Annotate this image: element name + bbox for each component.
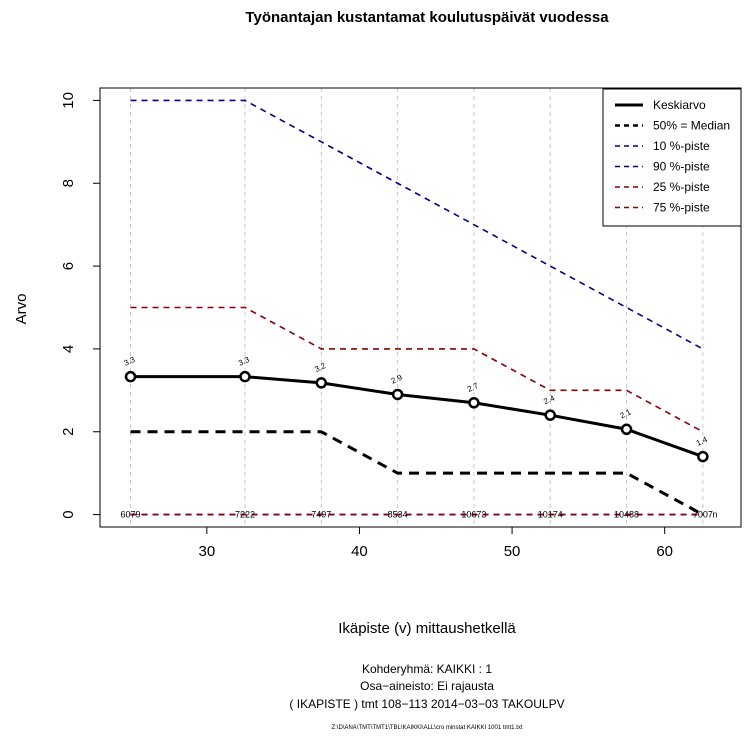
count-label-7: 7007 [693,510,713,520]
footer-line-3: ( IKAPISTE ) tmt 108−113 2014−03−03 TAKO… [289,697,564,711]
mean-point-7 [697,450,709,463]
series-line-3 [130,99,704,350]
mean-value-label-1: 3.3 [237,355,251,368]
mean-point-5 [544,409,556,421]
footer-line-1: Kohderyhmä: KAIKKI : 1 [362,662,492,676]
count-label-3: 8534 [388,510,408,520]
count-label-1: 7222 [235,510,255,520]
x-tick-label-0: 30 [198,543,215,560]
mean-value-label-6: 2.1 [619,407,633,420]
count-label-6: 10488 [614,510,639,520]
series-line-5 [130,306,704,433]
legend: Keskiarvo 50% = Median 10 %-piste 90 %-pist… [602,88,742,227]
x-tick-label-2: 50 [504,543,521,560]
legend-label-0: Keskiarvo [653,98,706,112]
footer-source-path: Z:\D\ANA\TMT\TMT1\TBL\KAIKKI\ALL\cro min… [331,725,522,731]
plot-frame [99,87,742,528]
series-line-1 [130,430,704,516]
series-layer [130,99,704,516]
mean-value-label-5: 2.4 [542,393,556,406]
count-suffix-label: n [712,510,717,520]
chart-title: Työnantajan kustantamat koulutuspäivät v… [245,9,609,26]
mean-value-label-0: 3.3 [123,355,137,368]
y-tick-label-3: 6 [60,262,77,270]
mean-point-1 [239,370,251,383]
mean-value-label-4: 2.7 [466,381,480,394]
mean-point-2 [315,377,328,389]
y-tick-label-1: 2 [60,428,77,436]
mean-value-label-2: 3.2 [313,361,327,374]
y-tick-label-5: 10 [60,92,77,109]
x-tick-label-1: 40 [351,543,368,560]
legend-label-2: 10 %-piste [653,139,710,153]
count-label-4: 10673 [461,510,486,520]
count-label-2: 7497 [311,510,331,520]
mean-point-0 [124,370,137,383]
marker-layer [124,370,709,463]
count-label-0: 6079 [121,510,141,520]
label-layer: 3.3 3.3 3.2 2.9 2.7 2.4 2.1 1.4 6079 7222 7497 8534… [121,355,718,520]
axis-layer: 30 40 50 60 0 2 4 6 8 10 [60,92,673,560]
legend-label-1: 50% = Median [653,119,730,133]
footer-line-2: Osa−aineisto: Ei rajausta [360,679,494,693]
x-axis-label: Ikäpiste (v) mittaushetkellä [338,620,516,637]
mean-value-label-3: 2.9 [390,373,404,386]
y-tick-label-2: 4 [60,345,77,353]
mean-point-6 [620,423,633,436]
legend-label-5: 75 %-piste [653,201,710,215]
count-label-5: 10174 [538,510,563,520]
legend-label-3: 90 %-piste [653,160,710,174]
legend-label-4: 25 %-piste [653,180,710,194]
mean-point-3 [391,388,404,401]
y-tick-label-4: 8 [60,179,77,187]
mean-point-4 [468,397,480,409]
series-line-0 [130,375,704,459]
mean-value-label-7: 1.4 [695,435,709,448]
legend-box [602,88,742,227]
x-tick-label-3: 60 [656,543,673,560]
y-axis-label: Arvo [13,294,30,325]
y-tick-label-0: 0 [60,510,77,518]
